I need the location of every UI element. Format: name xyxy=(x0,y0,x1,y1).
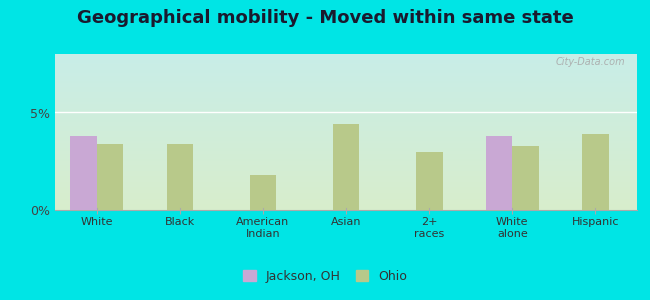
Bar xyxy=(70,136,97,210)
Bar xyxy=(512,146,539,210)
Text: Geographical mobility - Moved within same state: Geographical mobility - Moved within sam… xyxy=(77,9,573,27)
Bar xyxy=(333,124,359,210)
Bar xyxy=(486,136,512,210)
Bar xyxy=(97,144,124,210)
Text: City-Data.com: City-Data.com xyxy=(556,57,625,67)
Bar xyxy=(166,144,193,210)
Bar xyxy=(416,152,443,210)
Legend: Jackson, OH, Ohio: Jackson, OH, Ohio xyxy=(238,265,412,288)
Bar xyxy=(582,134,609,210)
Bar xyxy=(250,175,276,210)
